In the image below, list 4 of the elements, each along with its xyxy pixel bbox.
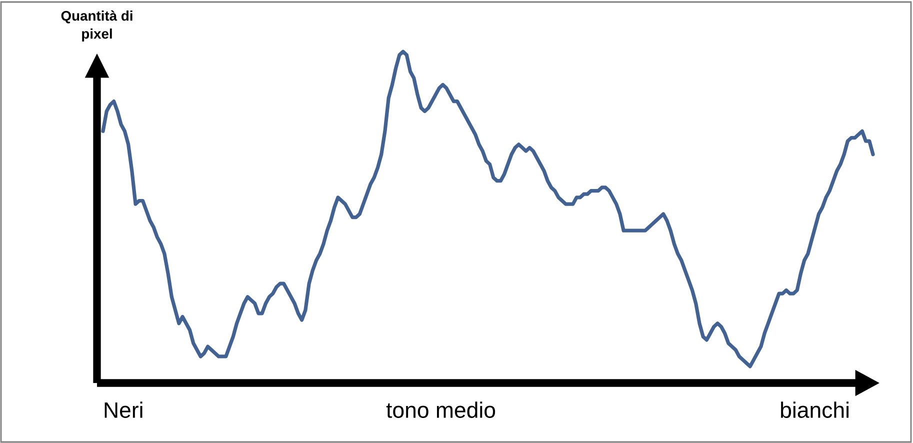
- text: Neri: [104, 402, 142, 418]
- y-axis-title: Quantità di pixel: [61, 10, 132, 42]
- text: bianchi: [781, 402, 849, 418]
- text: tono medio: [386, 402, 496, 418]
